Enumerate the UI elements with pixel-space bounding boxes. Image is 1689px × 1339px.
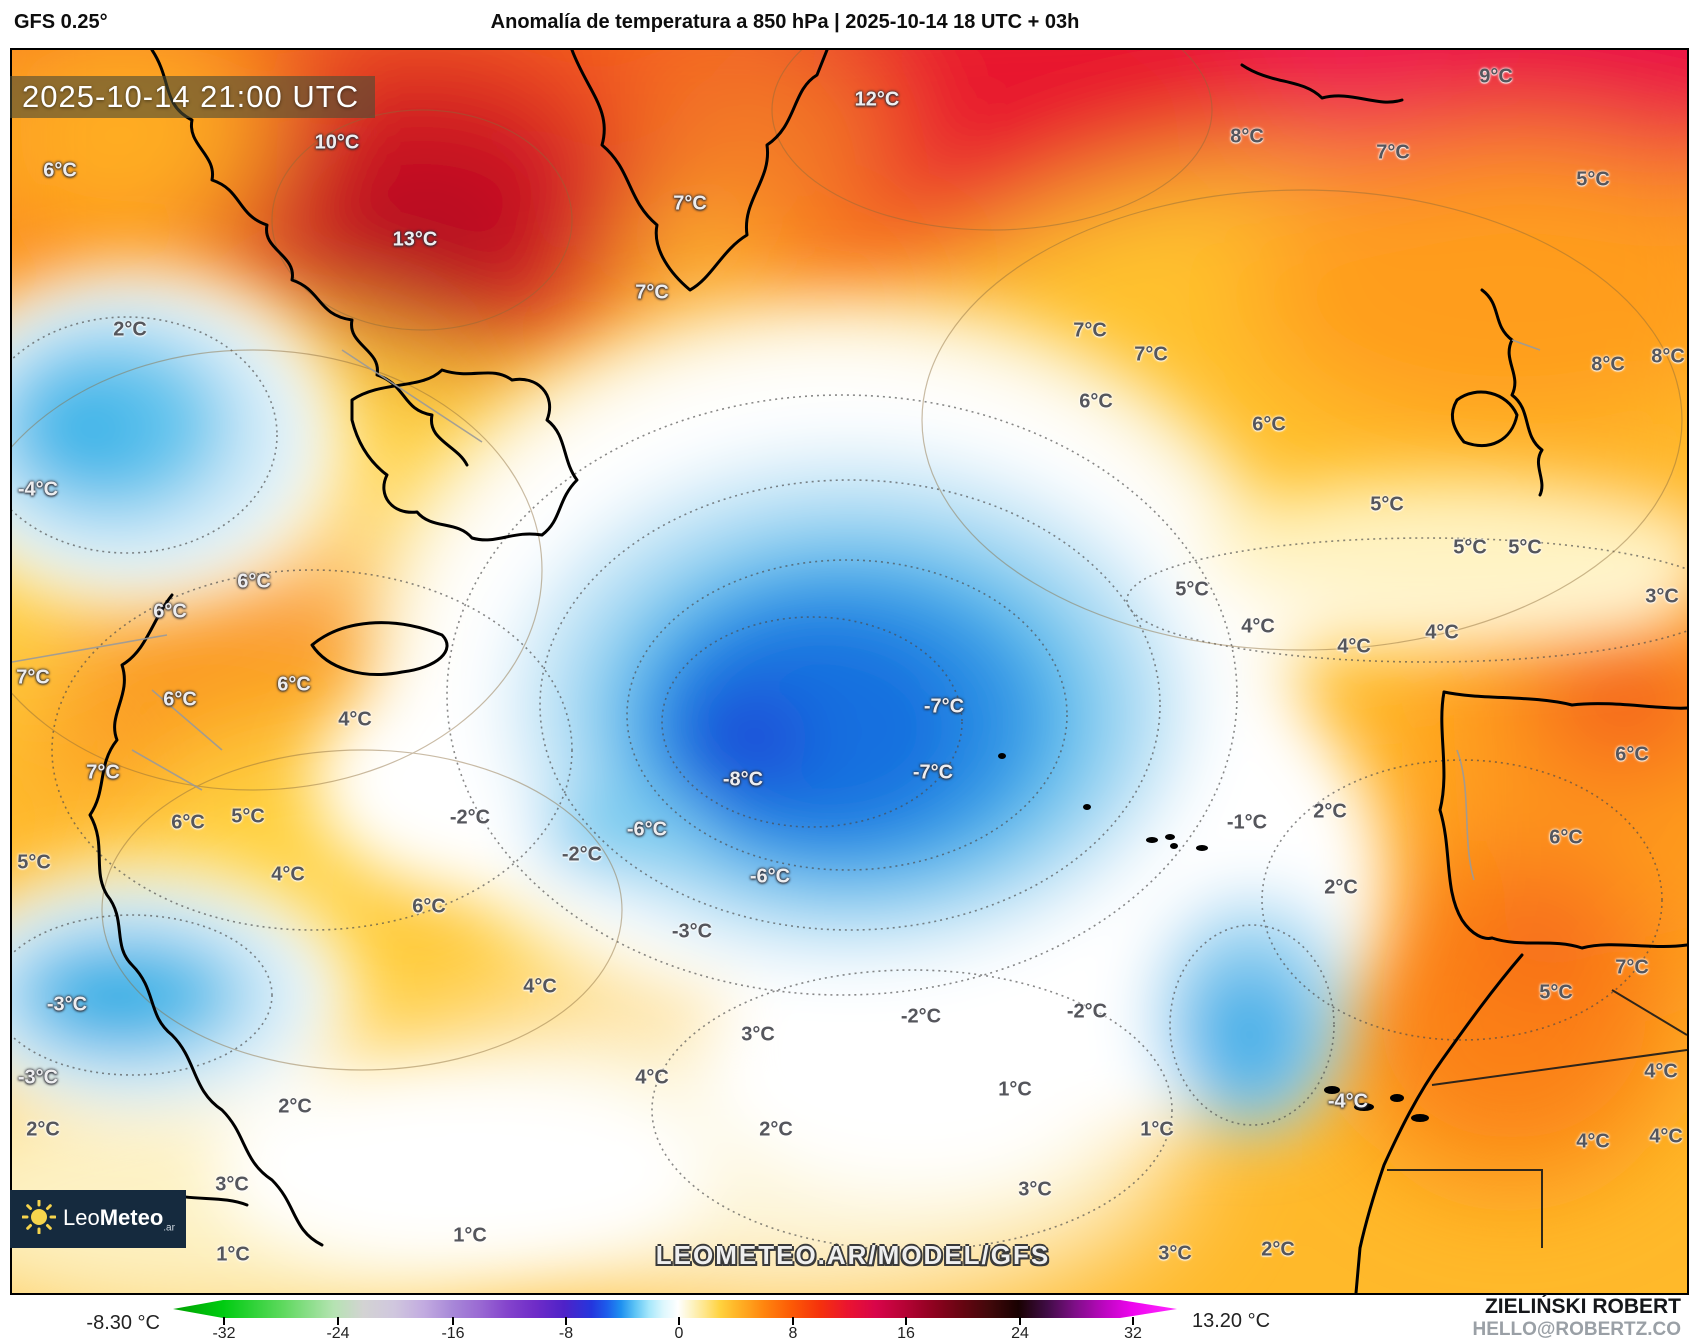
colorbar-tick-label: -24 bbox=[326, 1325, 350, 1339]
colorbar-tick-label: 16 bbox=[897, 1325, 915, 1339]
page-title: Anomalía de temperatura a 850 hPa | 2025… bbox=[490, 11, 1080, 33]
colorbar-tick-label: 24 bbox=[1011, 1325, 1029, 1339]
colorbar-ticks: -32 -24 -16 -8 0 8 16 24 32 bbox=[0, 1317, 1689, 1339]
colorbar-tick-label: 32 bbox=[1124, 1325, 1142, 1339]
colorbar-tick bbox=[223, 1317, 225, 1325]
colorbar-min-label: -8.30 °C bbox=[86, 1312, 160, 1334]
author-name: ZIELIŃSKI ROBERT bbox=[1484, 1295, 1681, 1318]
credits: ZIELIŃSKI ROBERT HELLO@ROBERTZ.CO bbox=[1472, 1295, 1681, 1339]
colorbar-tick bbox=[1132, 1317, 1134, 1325]
sun-icon bbox=[21, 1199, 57, 1239]
model-label: GFS 0.25° bbox=[14, 11, 108, 33]
leometeo-logo: LeoMeteo.ar bbox=[10, 1190, 186, 1248]
colorbar-tick-label: 0 bbox=[674, 1325, 684, 1339]
timestamp-overlay: 2025-10-14 21:00 UTC bbox=[10, 76, 376, 118]
author-email: HELLO@ROBERTZ.CO bbox=[1472, 1319, 1681, 1339]
map-art bbox=[12, 50, 1687, 1293]
colorbar-tick bbox=[565, 1317, 567, 1325]
colorbar-tick-label: -32 bbox=[212, 1325, 236, 1339]
colorbar-tick bbox=[792, 1317, 794, 1325]
watermark: LEOMETEO.AR/MODEL/GFS bbox=[655, 1240, 1051, 1270]
logo-text: LeoMeteo.ar bbox=[63, 1204, 175, 1234]
colorbar-tick bbox=[1019, 1317, 1021, 1325]
colorbar-tick-label: 8 bbox=[788, 1325, 798, 1339]
colorbar bbox=[173, 1300, 1177, 1318]
colorbar-tick-label: -16 bbox=[441, 1325, 465, 1339]
colorbar-tick bbox=[905, 1317, 907, 1325]
colorbar-max-label: 13.20 °C bbox=[1192, 1310, 1271, 1332]
colorbar-tick bbox=[678, 1317, 680, 1325]
colorbar-tick-label: -8 bbox=[558, 1325, 574, 1339]
colorbar-tick bbox=[452, 1317, 454, 1325]
anomaly-map bbox=[10, 48, 1689, 1295]
colorbar-tick bbox=[337, 1317, 339, 1325]
